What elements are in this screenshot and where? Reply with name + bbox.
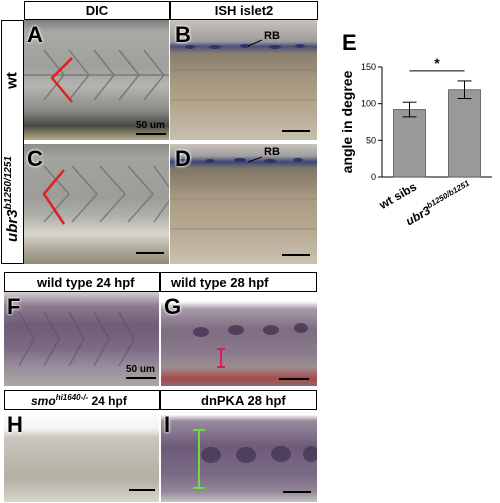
chart-bar <box>448 89 481 178</box>
panel-f-image <box>18 311 135 367</box>
panel-a-image <box>24 49 169 103</box>
panel-g-letter: G <box>164 294 182 319</box>
panel-g-image <box>193 323 308 368</box>
panel-a-letter: A <box>27 22 43 47</box>
row-label-wt: wt <box>3 72 21 89</box>
panel-b-ish-wt: B RB <box>170 20 317 140</box>
chart-y-tick-label: 50 <box>366 135 376 145</box>
chart-y-tick-label: 100 <box>361 99 376 109</box>
panel-d-scale-bar <box>282 254 310 256</box>
panel-c-dic-mutant: C <box>24 144 169 264</box>
panel-e-letter: E <box>342 30 357 55</box>
panel-i-scale-bar <box>283 491 311 493</box>
panel-b-scale-bar <box>282 130 310 132</box>
panel-i-ish-dnpka-28hpf: I <box>161 410 317 502</box>
panel-d-letter: D <box>175 146 191 171</box>
panel-d-rb-label: RB <box>264 146 280 158</box>
chart-y-tick-label: 150 <box>361 62 376 72</box>
panel-g-ish-wt-28hpf: G <box>161 292 317 386</box>
ish-header: ISH islet2 <box>170 1 318 20</box>
panel-i-letter: I <box>164 412 171 437</box>
chart-y-axis-label: angle in degree <box>339 70 355 173</box>
panel-h-ish-smo-24hpf: H <box>4 410 159 502</box>
panel-a-dic-wt: A 50 um <box>24 20 169 140</box>
panel-c-image <box>42 165 169 225</box>
panel-d-ish-mutant: D RB <box>170 144 317 264</box>
panel-i-image <box>193 429 317 489</box>
row-label-column <box>1 20 24 264</box>
row-label-mutant: ubr3b1250/1251 <box>3 156 21 242</box>
chart-category-label: wt sibs <box>376 179 419 212</box>
panel-h-letter: H <box>7 412 23 437</box>
panel-a-scale-label: 50 um <box>136 120 165 131</box>
chart-category-superscript: b1250/b1251 <box>425 178 471 210</box>
panel-g-header: wild type 28 hpf <box>160 272 317 292</box>
panel-d-image <box>170 156 317 230</box>
panel-b-rb-label: RB <box>264 30 280 42</box>
panel-f-scale-label: 50 um <box>126 364 155 375</box>
panel-c-letter: C <box>27 146 43 171</box>
panel-b-letter: B <box>175 22 191 47</box>
chart-bar <box>393 109 426 178</box>
chart-significance-marker: * <box>434 55 440 71</box>
chart-y-tick-label: 0 <box>371 172 376 182</box>
dic-header: DIC <box>24 1 170 20</box>
panel-f-header: wild type 24 hpf <box>4 272 160 292</box>
panel-i-header: dnPKA 28 hpf <box>160 390 317 410</box>
panel-a-scale-bar <box>136 133 166 135</box>
panel-f-letter: F <box>7 294 21 319</box>
panel-b-image <box>170 39 317 101</box>
panel-g-scale-bar <box>279 378 309 380</box>
panel-f-scale-bar <box>126 377 156 379</box>
panel-h-scale-bar <box>129 489 155 491</box>
panel-c-scale-bar <box>136 252 164 254</box>
panel-h-header: smohi1640-/- 24 hpf <box>4 390 160 410</box>
panel-f-ish-wt-24hpf: F 50 um <box>4 292 159 386</box>
